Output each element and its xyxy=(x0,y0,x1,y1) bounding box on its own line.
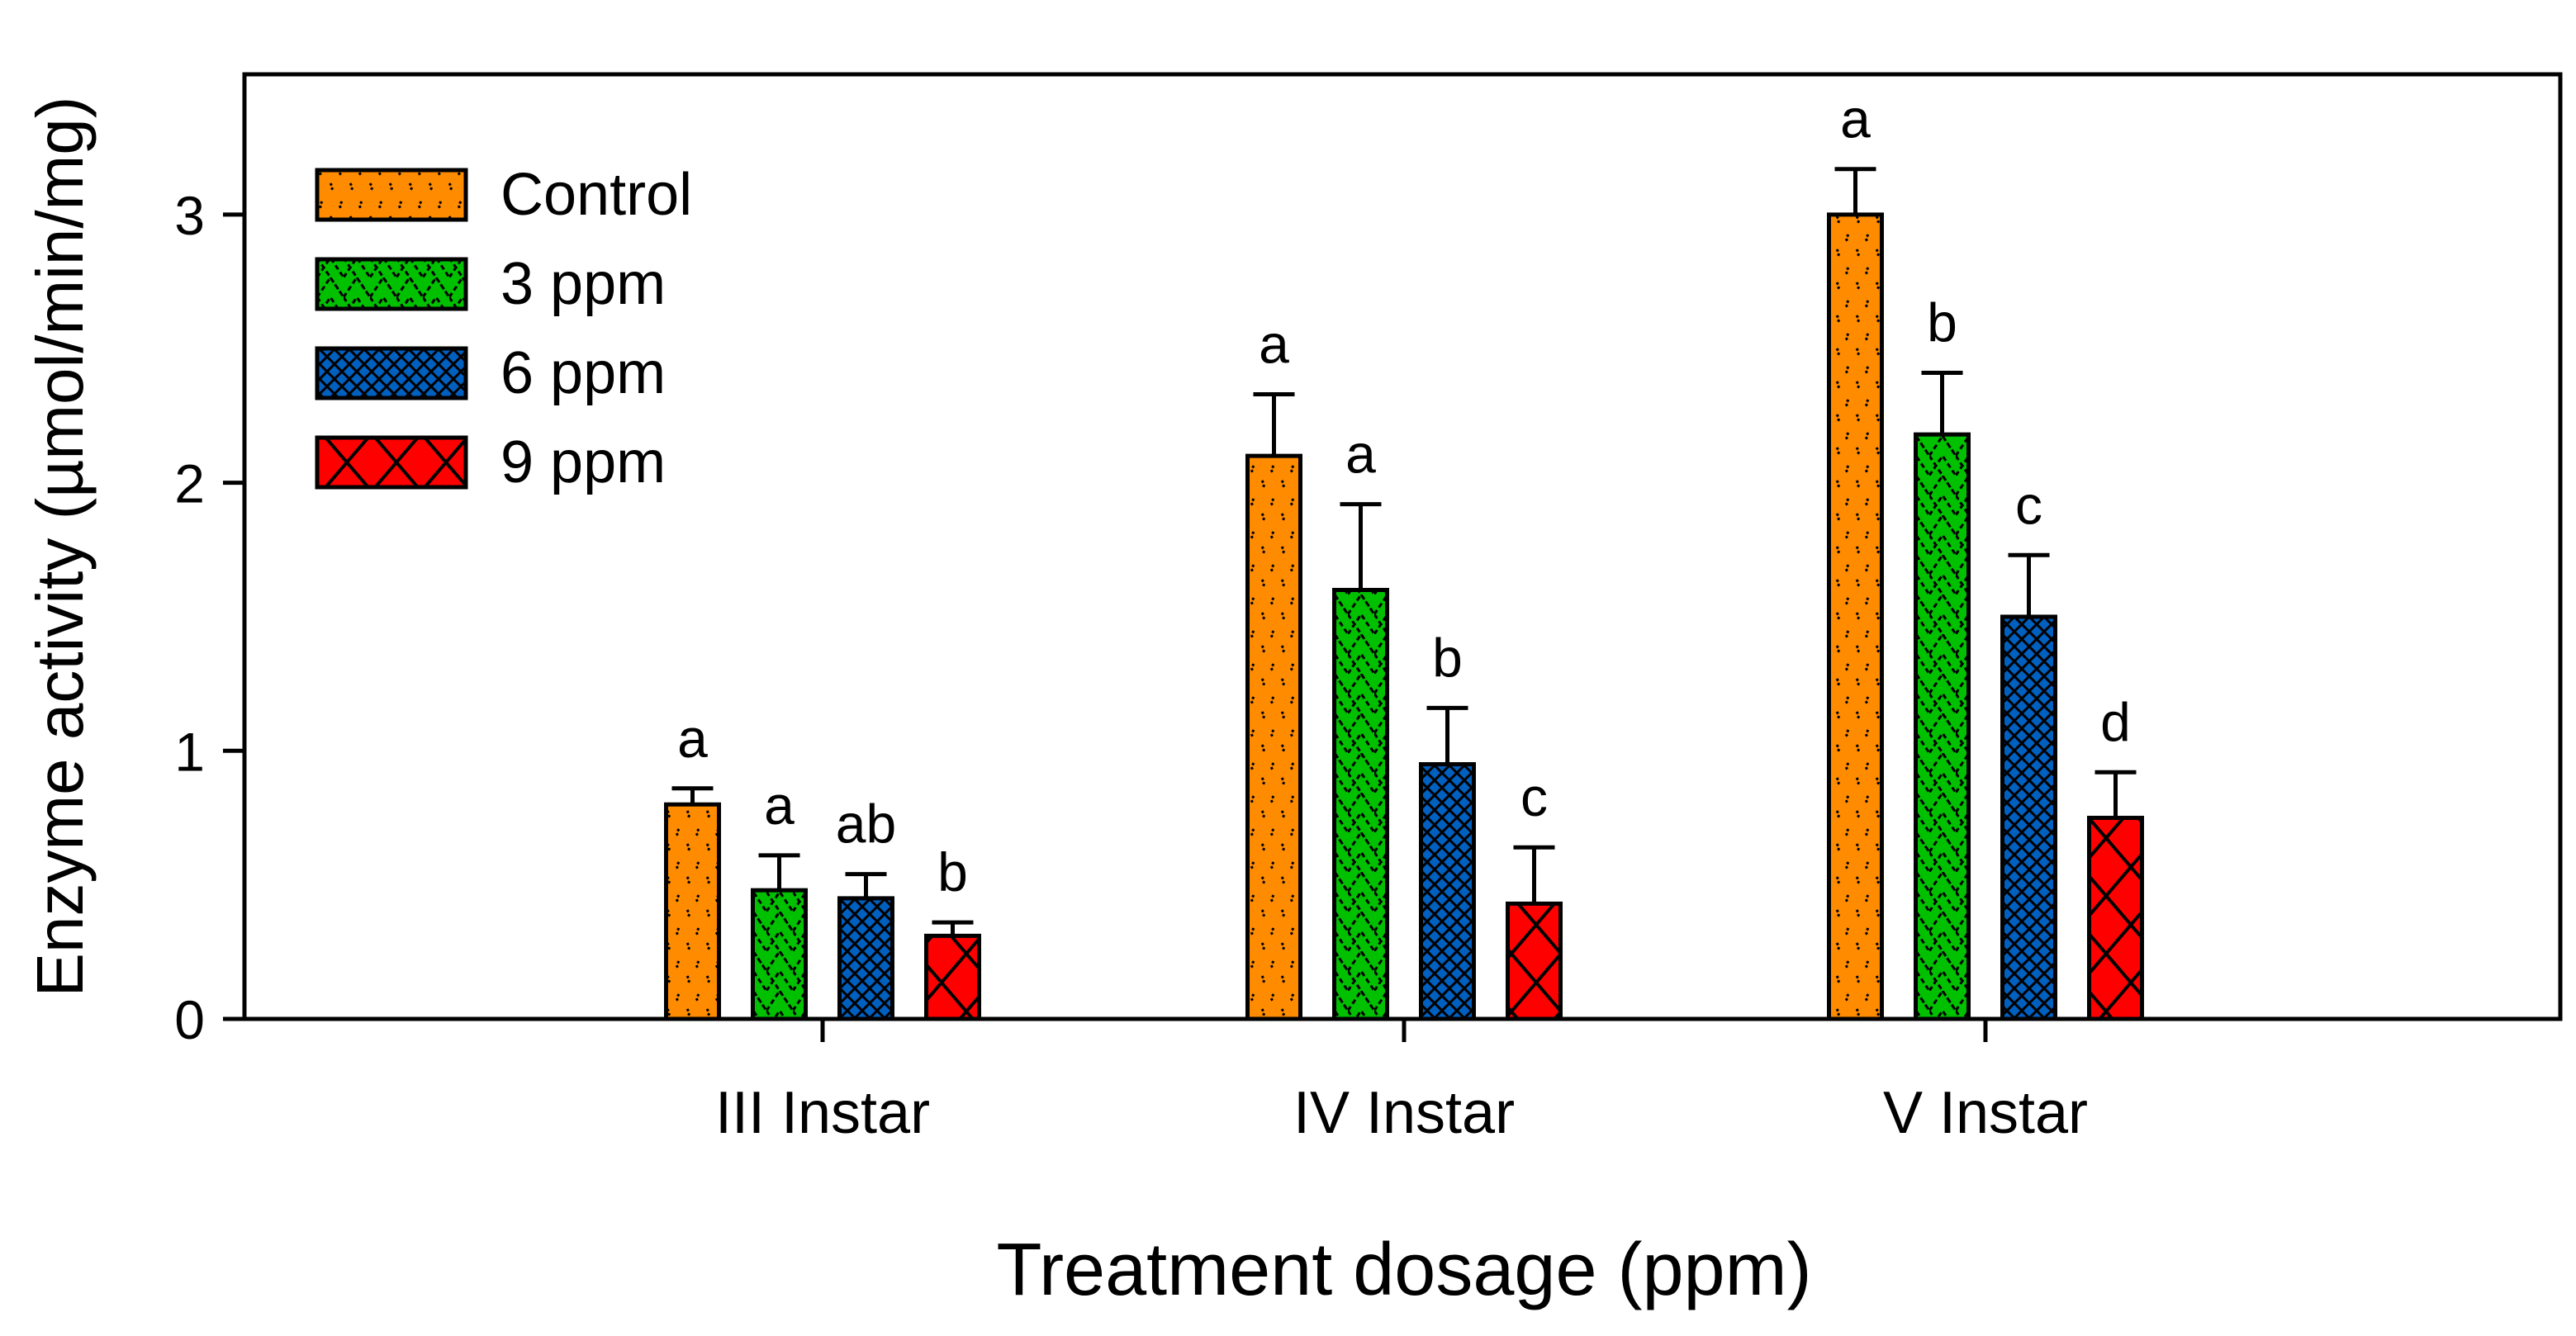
significance-letter: b xyxy=(1927,291,1957,353)
bar-control xyxy=(664,802,721,1021)
x-tick-label: IV Instar xyxy=(1293,1080,1515,1146)
significance-letter: b xyxy=(1432,627,1463,688)
legend-label: 9 ppm xyxy=(500,429,666,495)
bar-6-ppm xyxy=(1419,762,1476,1021)
y-tick-label: 3 xyxy=(174,185,205,246)
y-tick-label: 2 xyxy=(174,453,205,514)
significance-letter: a xyxy=(1345,424,1376,485)
significance-letter: a xyxy=(1840,88,1871,149)
legend-swatch xyxy=(315,168,468,222)
y-axis-title: Enzyme activity (µmol/min/mg) xyxy=(23,97,97,997)
bar-3-ppm xyxy=(1332,587,1389,1021)
legend-swatch xyxy=(315,435,468,490)
bar-3-ppm xyxy=(751,888,808,1021)
significance-letter: c xyxy=(2015,474,2042,535)
bar-6-ppm xyxy=(837,896,894,1021)
x-axis-title: Treatment dosage (ppm) xyxy=(996,1229,1811,1311)
legend-label: 3 ppm xyxy=(500,251,666,317)
bar-control xyxy=(1827,212,1884,1021)
bar-9-ppm xyxy=(1506,901,1563,1021)
y-tick-label: 1 xyxy=(174,721,205,782)
significance-letter: b xyxy=(937,841,968,903)
significance-letter: a xyxy=(677,708,708,769)
y-tick-label: 0 xyxy=(174,989,205,1050)
bar-9-ppm xyxy=(2087,815,2144,1021)
significance-letter: c xyxy=(1520,766,1548,827)
significance-letter: d xyxy=(2100,691,2131,752)
legend-swatch xyxy=(315,346,468,400)
significance-letter: ab xyxy=(836,794,896,855)
bar-6-ppm xyxy=(2000,614,2057,1021)
bar-9-ppm xyxy=(924,933,981,1021)
bar-control xyxy=(1245,453,1302,1021)
significance-letter: a xyxy=(1259,313,1289,374)
x-tick-label: III Instar xyxy=(715,1080,930,1146)
legend-label: Control xyxy=(500,162,692,228)
legend-label: 6 ppm xyxy=(500,340,666,406)
x-tick-label: V Instar xyxy=(1883,1080,2088,1146)
bar-3-ppm xyxy=(1914,432,1971,1021)
legend-swatch xyxy=(315,257,468,311)
significance-letter: a xyxy=(764,775,795,836)
